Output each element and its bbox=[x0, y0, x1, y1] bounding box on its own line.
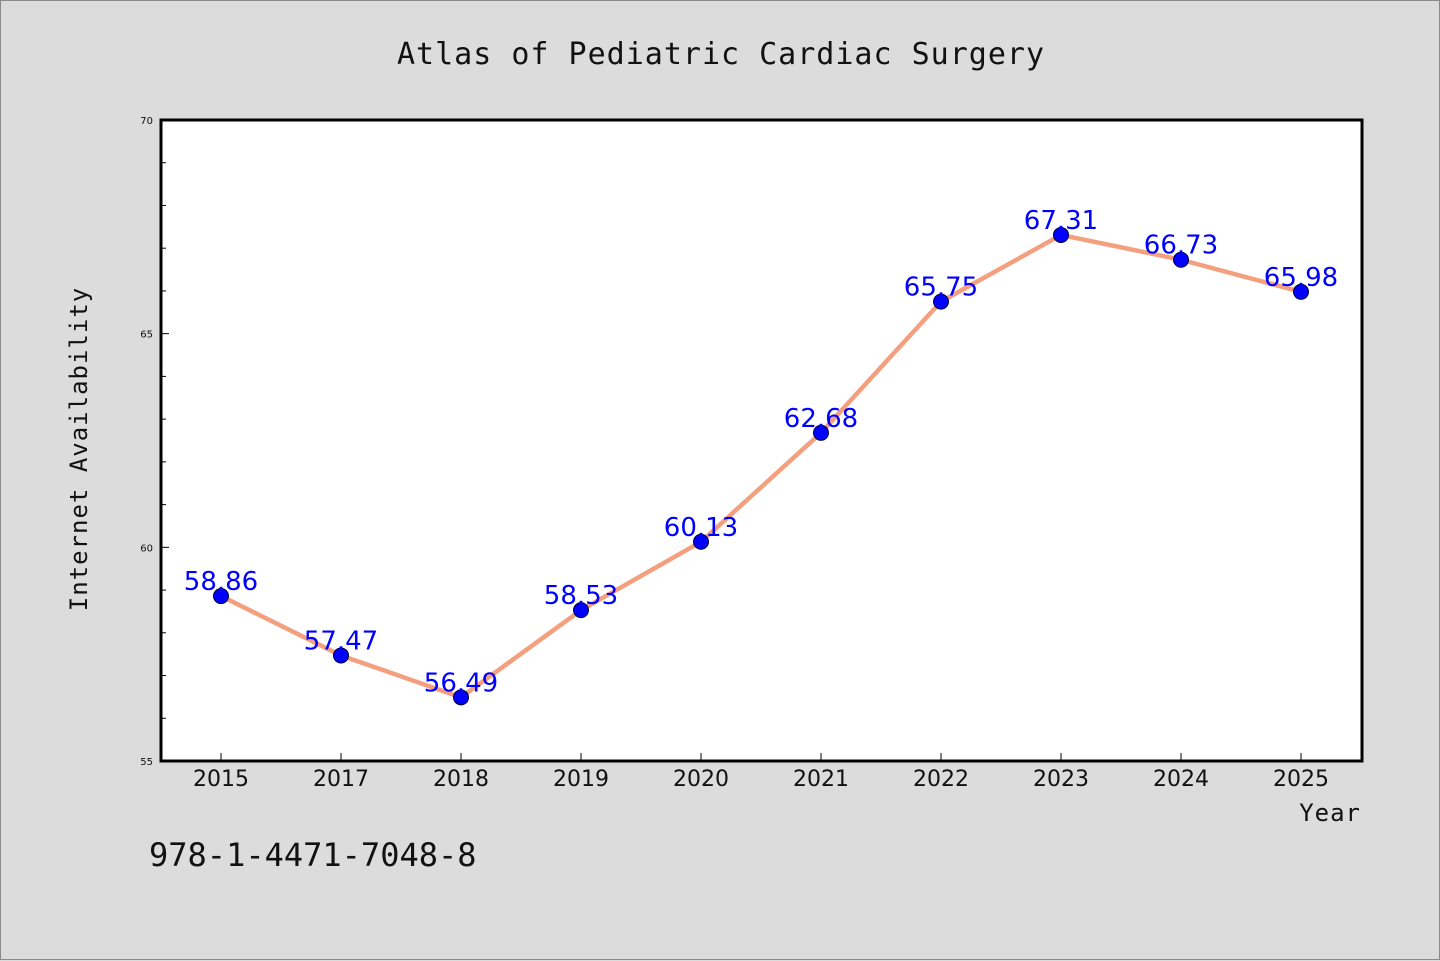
x-tick-label: 2017 bbox=[313, 767, 369, 792]
data-point bbox=[933, 293, 949, 310]
data-label: 60.13 bbox=[664, 513, 738, 543]
x-tick-label: 2020 bbox=[673, 767, 729, 792]
data-label: 66.73 bbox=[1144, 231, 1218, 261]
x-tick-label: 2018 bbox=[433, 767, 489, 792]
data-label: 57.47 bbox=[304, 626, 378, 656]
y-axis-label: Internet Availability bbox=[65, 287, 93, 611]
x-tick-label: 2019 bbox=[553, 767, 609, 792]
data-point bbox=[333, 647, 349, 664]
x-axis: 2015 2017 2018 2019 2020 2021 2022 2023 2024 2025 bbox=[193, 753, 1329, 792]
data-label: 65.98 bbox=[1264, 263, 1338, 293]
data-labels: 58.86 57.47 56.49 58.53 60.13 62.68 65.75 67.31… bbox=[184, 206, 1338, 698]
series-line bbox=[218, 232, 1304, 700]
x-tick-label: 2025 bbox=[1273, 767, 1329, 792]
y-tick-label: 70 bbox=[140, 116, 153, 127]
data-label: 62.68 bbox=[784, 404, 858, 434]
data-label: 56.49 bbox=[424, 668, 498, 698]
series-markers bbox=[213, 226, 1309, 706]
series-line-path bbox=[218, 232, 1304, 700]
data-point bbox=[1173, 251, 1189, 268]
data-label: 58.86 bbox=[184, 567, 258, 597]
data-label: 67.31 bbox=[1024, 206, 1098, 236]
y-axis: 55 60 65 70 bbox=[140, 116, 169, 768]
y-tick-label: 55 bbox=[140, 757, 153, 768]
x-tick-label: 2022 bbox=[913, 767, 969, 792]
x-tick-label: 2015 bbox=[193, 767, 249, 792]
x-tick-label: 2023 bbox=[1033, 767, 1089, 792]
data-point bbox=[693, 533, 709, 550]
isbn-label: 978-1-4471-7048-8 bbox=[149, 836, 477, 874]
data-point bbox=[813, 424, 829, 441]
chart-title: Atlas of Pediatric Cardiac Surgery bbox=[397, 37, 1045, 72]
x-tick-label: 2021 bbox=[793, 767, 849, 792]
data-point bbox=[213, 588, 229, 605]
data-point bbox=[1053, 226, 1069, 243]
data-point bbox=[1293, 283, 1309, 300]
data-point bbox=[573, 602, 589, 619]
data-label: 58.53 bbox=[544, 581, 618, 611]
data-point bbox=[453, 689, 469, 706]
x-axis-label: Year bbox=[1299, 799, 1361, 827]
x-tick-label: 2024 bbox=[1153, 767, 1209, 792]
data-label: 65.75 bbox=[904, 273, 978, 303]
y-tick-label: 65 bbox=[140, 330, 153, 341]
y-tick-label: 60 bbox=[140, 543, 153, 554]
plot-area bbox=[159, 118, 1364, 763]
